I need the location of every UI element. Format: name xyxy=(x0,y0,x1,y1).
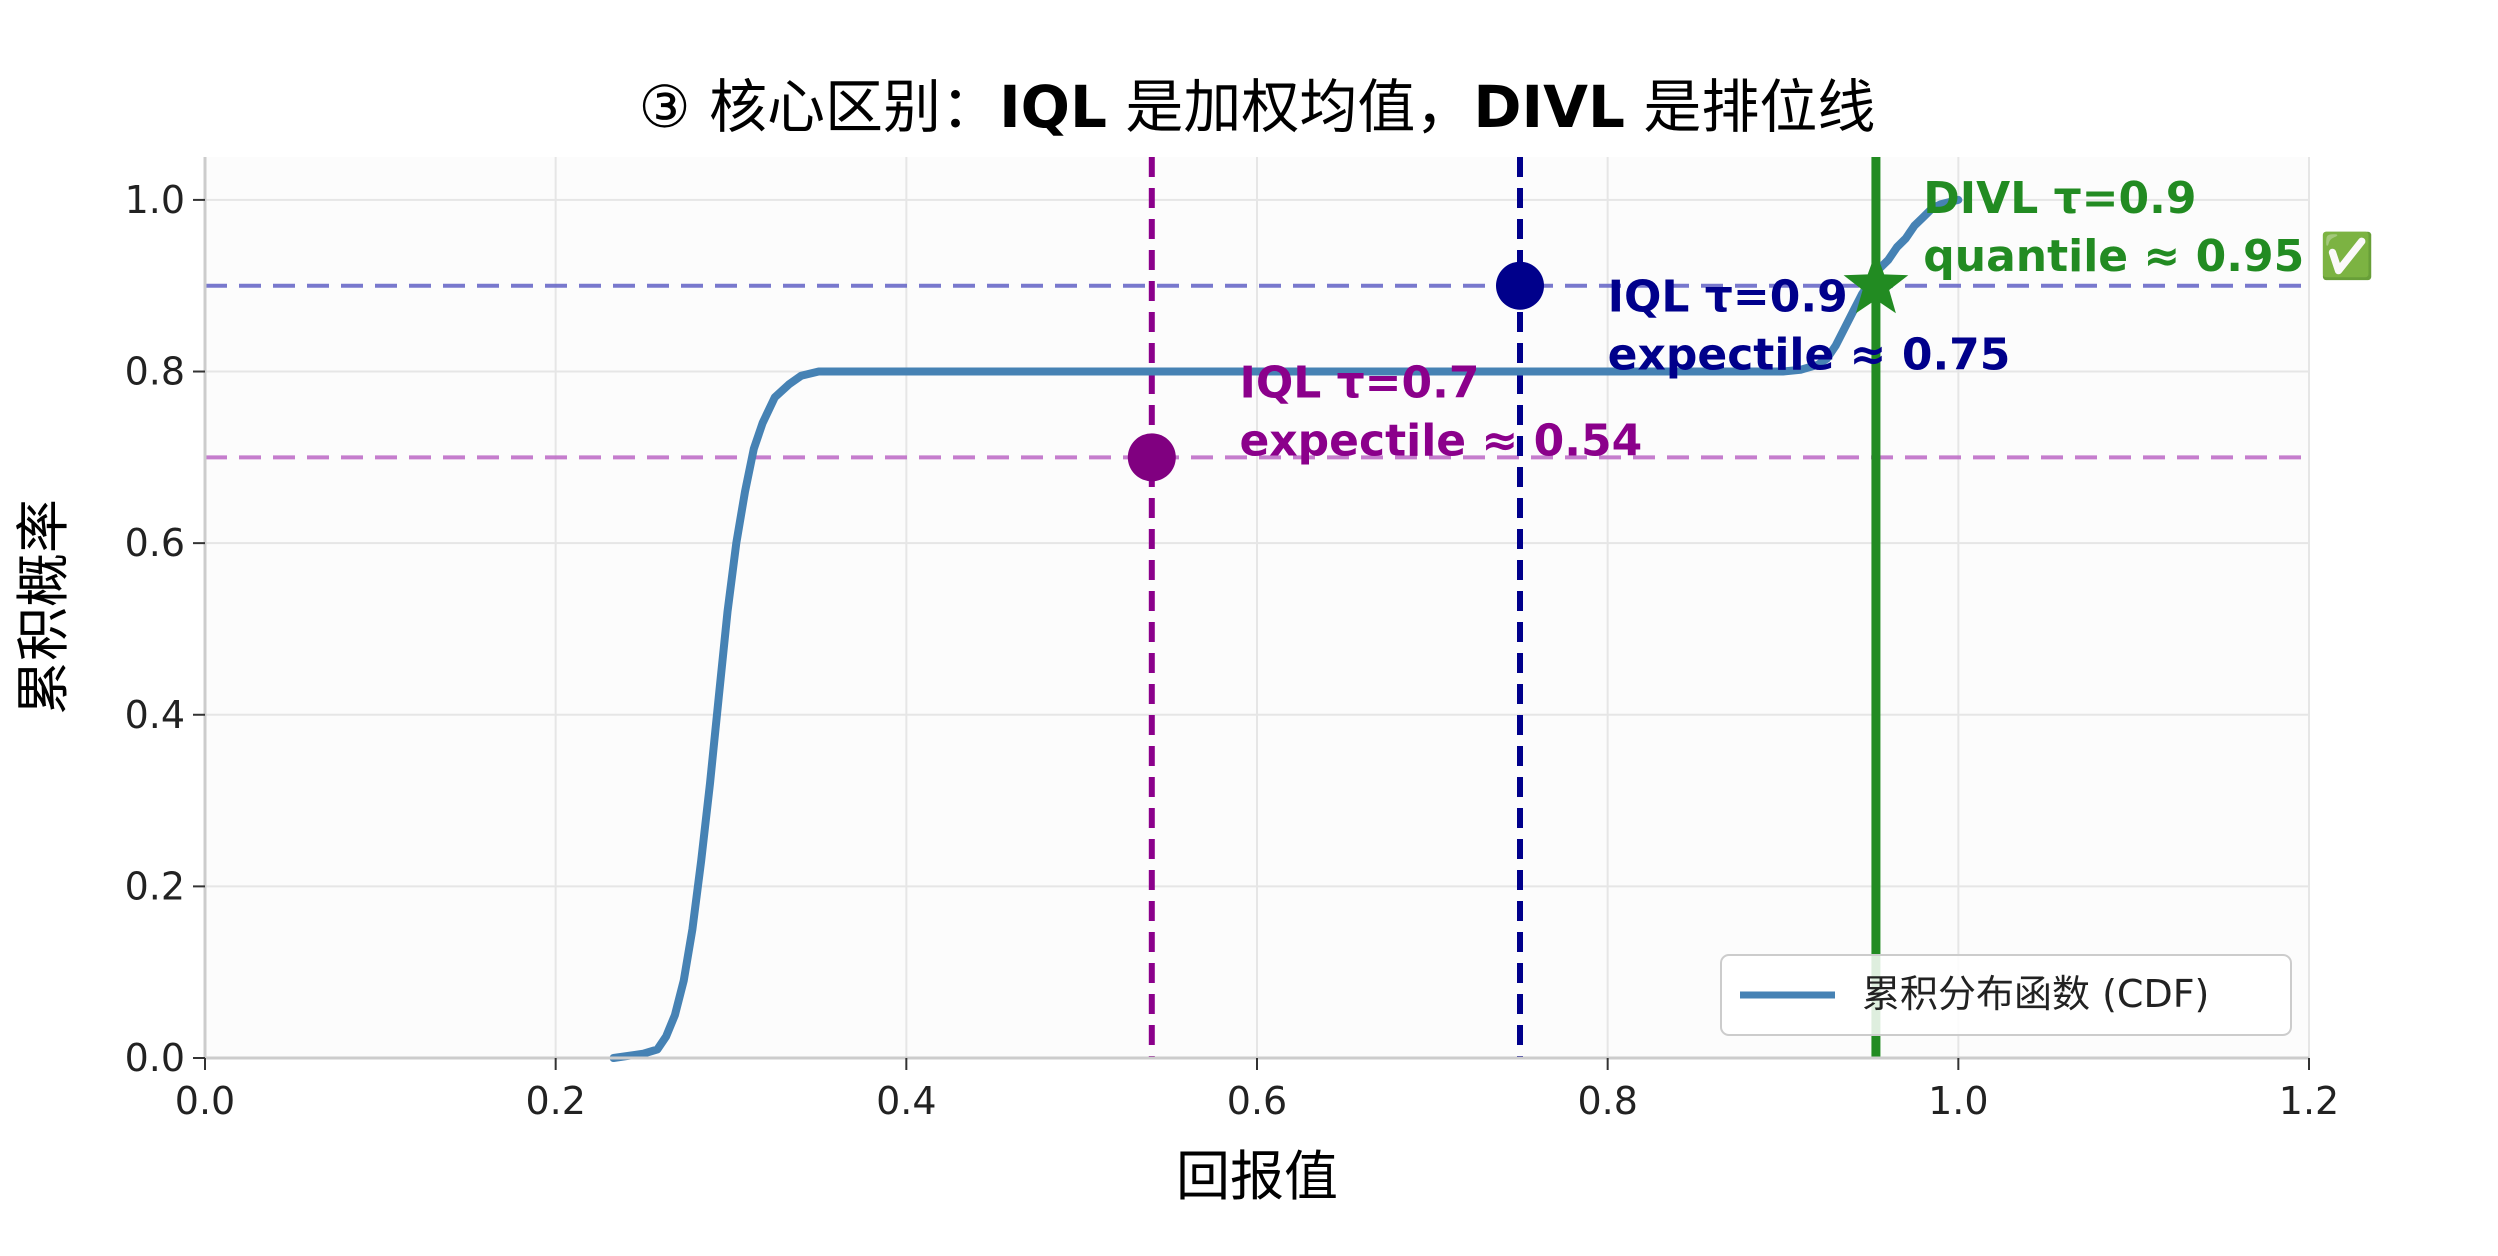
legend-box xyxy=(1720,954,2292,1036)
x-tick-label: 0.4 xyxy=(876,1079,936,1123)
series-layer xyxy=(609,195,1963,1062)
ticks: 0.0 0.2 0.4 0.6 0.8 1.0 1.2 0.0 0.2 0.4 0.6 0.8 1.0 xyxy=(125,178,2340,1123)
x-tick-label: 0.2 xyxy=(525,1079,585,1123)
marker-circle xyxy=(1496,261,1544,310)
chart-title: ③ 核心区别：IQL 是加权均值，DIVL 是排位线 xyxy=(639,73,1876,141)
annotation-text: IQL τ=0.7 xyxy=(1239,357,1479,408)
legend: 累积分布函数 (CDF) xyxy=(1720,954,2292,1036)
markers-layer xyxy=(1127,251,1909,482)
annotation-text: expectile ≈ 0.75 xyxy=(1608,329,2011,380)
annotations-layer: IQL τ=0.7 expectile ≈ 0.54 IQL τ=0.9 expect… xyxy=(1239,173,2374,466)
reference-lines xyxy=(205,157,2309,1058)
marker-star xyxy=(1843,251,1909,314)
annotation-text: expectile ≈ 0.54 xyxy=(1239,415,1642,466)
annotation-text: DIVL τ=0.9 xyxy=(1923,173,2196,224)
series-line-cdf xyxy=(609,195,1963,1062)
y-tick-label: 0.8 xyxy=(125,350,185,394)
y-tick-label: 0.4 xyxy=(125,693,185,737)
y-tick-label: 1.0 xyxy=(125,178,185,222)
x-axis-label: 回报值 xyxy=(1176,1145,1338,1208)
legend-label-cdf: 累积分布函数 (CDF) xyxy=(1862,972,2209,1016)
x-tick-label: 1.0 xyxy=(1928,1079,1988,1123)
x-tick-label: 0.0 xyxy=(175,1079,235,1123)
y-axis-label: 累积概率 xyxy=(12,499,75,715)
x-tick-label: 0.6 xyxy=(1227,1079,1287,1123)
annotation-text: quantile ≈ 0.95 ✅ xyxy=(1923,231,2374,282)
annotation-text: IQL τ=0.9 xyxy=(1608,271,1848,322)
x-tick-label: 0.8 xyxy=(1577,1079,1637,1123)
x-tick-label: 1.2 xyxy=(2279,1079,2339,1123)
y-tick-label: 0.0 xyxy=(125,1036,185,1080)
y-tick-label: 0.2 xyxy=(125,864,185,908)
marker-circle xyxy=(1127,433,1176,482)
y-tick-label: 0.6 xyxy=(125,521,185,565)
